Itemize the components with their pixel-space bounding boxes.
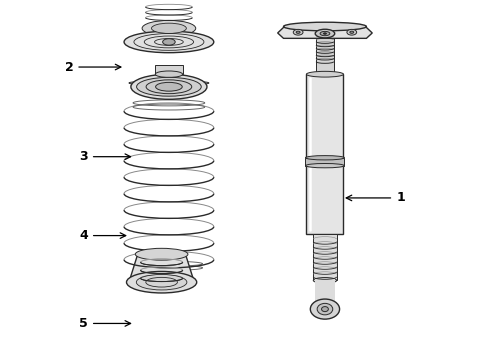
Ellipse shape: [323, 33, 326, 34]
Ellipse shape: [315, 29, 334, 38]
Ellipse shape: [313, 278, 336, 283]
Ellipse shape: [321, 307, 328, 312]
Polygon shape: [155, 65, 182, 74]
Polygon shape: [314, 279, 334, 306]
Ellipse shape: [146, 80, 191, 94]
Ellipse shape: [305, 156, 344, 160]
Polygon shape: [313, 234, 336, 280]
Ellipse shape: [142, 21, 195, 36]
Ellipse shape: [155, 71, 182, 77]
Text: 5: 5: [79, 317, 130, 330]
Ellipse shape: [124, 31, 213, 53]
Ellipse shape: [320, 31, 329, 36]
Ellipse shape: [306, 71, 343, 77]
Text: 2: 2: [64, 60, 121, 73]
Ellipse shape: [163, 39, 175, 45]
Ellipse shape: [296, 31, 300, 33]
Ellipse shape: [151, 23, 186, 33]
Polygon shape: [305, 158, 344, 166]
Ellipse shape: [349, 31, 353, 33]
Polygon shape: [306, 74, 343, 234]
Ellipse shape: [317, 303, 332, 315]
Ellipse shape: [293, 30, 303, 35]
Polygon shape: [316, 39, 333, 74]
Ellipse shape: [305, 163, 344, 168]
Polygon shape: [129, 254, 194, 282]
Ellipse shape: [136, 274, 186, 290]
Ellipse shape: [126, 271, 196, 293]
Ellipse shape: [135, 248, 187, 260]
Ellipse shape: [346, 30, 356, 35]
Text: 1: 1: [346, 192, 404, 204]
Ellipse shape: [129, 81, 208, 86]
Ellipse shape: [283, 22, 366, 31]
Text: 3: 3: [79, 150, 130, 163]
Ellipse shape: [136, 77, 201, 96]
Ellipse shape: [131, 74, 206, 99]
Ellipse shape: [155, 82, 182, 91]
Ellipse shape: [310, 299, 339, 319]
Polygon shape: [277, 27, 371, 39]
Text: 4: 4: [79, 229, 125, 242]
